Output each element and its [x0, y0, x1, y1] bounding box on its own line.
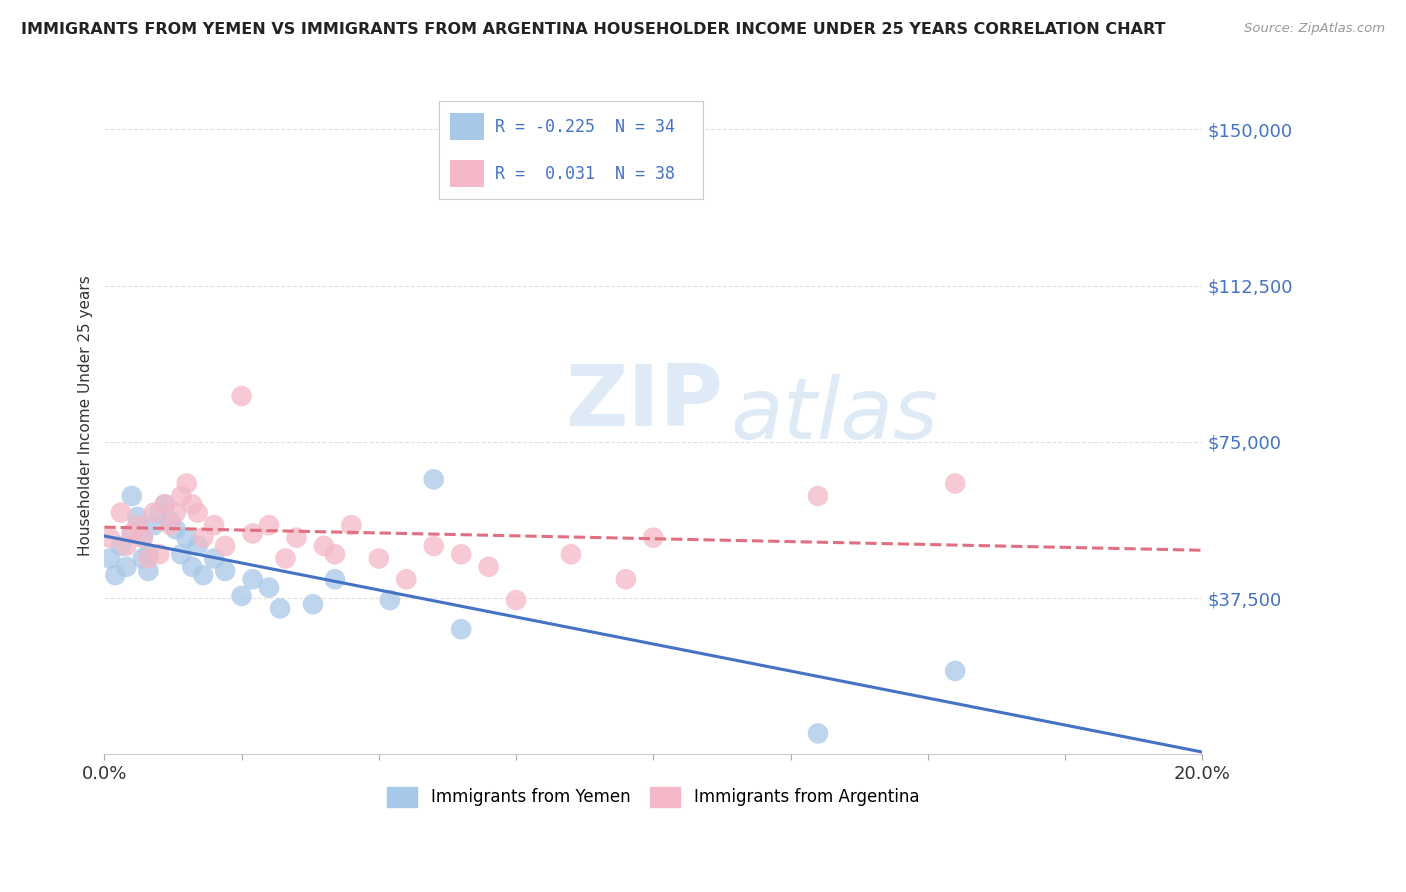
Point	[202, 518, 225, 533]
Point	[202, 551, 225, 566]
Point	[367, 551, 389, 566]
Point	[159, 514, 181, 528]
Point	[193, 568, 215, 582]
Point	[121, 526, 143, 541]
Point	[302, 597, 325, 611]
Point	[181, 559, 204, 574]
Point	[181, 497, 204, 511]
Point	[214, 564, 236, 578]
Point	[614, 572, 637, 586]
Text: Source: ZipAtlas.com: Source: ZipAtlas.com	[1244, 22, 1385, 36]
Point	[115, 539, 138, 553]
Point	[121, 489, 143, 503]
Point	[110, 539, 132, 553]
Point	[643, 531, 665, 545]
Point	[153, 497, 176, 511]
Point	[943, 476, 966, 491]
Point	[807, 726, 830, 740]
Point	[148, 547, 170, 561]
Point	[505, 593, 527, 607]
Point	[378, 593, 401, 607]
Point	[478, 559, 501, 574]
Point	[104, 568, 127, 582]
Point	[153, 497, 176, 511]
Point	[285, 531, 308, 545]
Point	[450, 547, 472, 561]
Point	[231, 589, 253, 603]
Point	[395, 572, 418, 586]
Text: atlas: atlas	[730, 375, 938, 458]
Point	[422, 539, 444, 553]
Point	[110, 506, 132, 520]
Point	[187, 539, 209, 553]
Point	[187, 506, 209, 520]
Point	[257, 581, 280, 595]
Point	[136, 547, 159, 561]
Point	[127, 509, 149, 524]
Text: IMMIGRANTS FROM YEMEN VS IMMIGRANTS FROM ARGENTINA HOUSEHOLDER INCOME UNDER 25 Y: IMMIGRANTS FROM YEMEN VS IMMIGRANTS FROM…	[21, 22, 1166, 37]
Point	[323, 547, 346, 561]
Point	[340, 518, 363, 533]
Text: ZIP: ZIP	[565, 360, 723, 444]
Point	[136, 551, 159, 566]
Point	[148, 506, 170, 520]
Point	[132, 551, 155, 566]
Point	[165, 522, 187, 536]
Point	[121, 526, 143, 541]
Point	[943, 664, 966, 678]
Point	[115, 559, 138, 574]
Point	[242, 572, 264, 586]
Point	[142, 518, 165, 533]
Point	[142, 506, 165, 520]
Point	[170, 547, 193, 561]
Point	[127, 518, 149, 533]
Point	[422, 472, 444, 486]
Point	[98, 551, 121, 566]
Point	[170, 489, 193, 503]
Point	[274, 551, 297, 566]
Point	[269, 601, 291, 615]
Point	[560, 547, 582, 561]
Point	[450, 622, 472, 636]
Point	[176, 476, 198, 491]
Point	[132, 531, 155, 545]
Point	[98, 531, 121, 545]
Point	[176, 531, 198, 545]
Point	[132, 531, 155, 545]
Point	[214, 539, 236, 553]
Point	[165, 506, 187, 520]
Point	[807, 489, 830, 503]
Point	[136, 564, 159, 578]
Point	[257, 518, 280, 533]
Point	[159, 518, 181, 533]
Y-axis label: Householder Income Under 25 years: Householder Income Under 25 years	[79, 276, 93, 557]
Point	[193, 531, 215, 545]
Point	[323, 572, 346, 586]
Legend: Immigrants from Yemen, Immigrants from Argentina: Immigrants from Yemen, Immigrants from A…	[381, 780, 927, 814]
Point	[312, 539, 335, 553]
Point	[231, 389, 253, 403]
Point	[242, 526, 264, 541]
